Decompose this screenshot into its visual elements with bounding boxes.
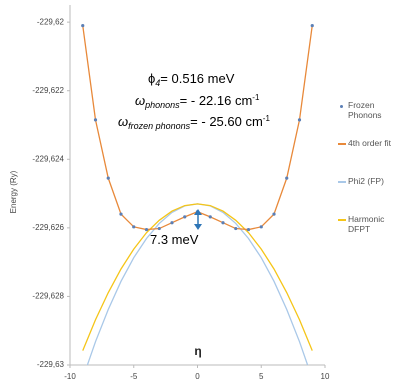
data-point (144, 227, 149, 232)
data-point (272, 212, 276, 216)
x-tick-label: 5 (259, 372, 264, 381)
y-tick-label: -229,628 (32, 292, 64, 301)
legend-label: Phi2 (FP) (348, 176, 384, 186)
legend-swatch (340, 105, 343, 108)
legend-label: 4th order fit (348, 138, 391, 148)
annotation: 7.3 meV (150, 232, 199, 247)
y-tick-label: -229,624 (32, 154, 64, 163)
legend-label: Frozen Phonons (348, 100, 382, 120)
y-tick-label: -229,626 (32, 223, 64, 232)
legend: Frozen Phonons 4th order fit Phi2 (FP) Harm… (338, 100, 398, 252)
data-line (82, 203, 313, 351)
annotation: ϕ4= 0.516 meV (148, 71, 235, 88)
data-point (81, 23, 85, 28)
legend-entry: Frozen Phonons (340, 100, 398, 138)
x-axis-label: η (194, 344, 201, 358)
data-point (285, 176, 289, 180)
legend-entry: Harmonic DFPT (338, 214, 398, 252)
legend-swatch (338, 219, 346, 221)
data-point (221, 221, 225, 225)
y-tick-label: -229,622 (32, 86, 64, 95)
data-point (93, 118, 98, 122)
legend-label: Harmonic DFPT (348, 214, 385, 234)
y-tick-label: -229,62 (37, 17, 65, 26)
annotation-text: = - 22.16 cm (180, 93, 253, 108)
data-point (119, 212, 123, 216)
annotation-text: 7.3 meV (150, 232, 199, 247)
data-point (183, 215, 187, 219)
x-tick-label: 0 (195, 372, 200, 381)
legend-entry: Phi2 (FP) (338, 176, 398, 214)
x-tick-label: -10 (64, 372, 76, 381)
data-point (170, 221, 174, 225)
superscript: -1 (252, 93, 260, 102)
x-tick-label: 10 (321, 372, 330, 381)
legend-swatch (338, 143, 346, 145)
subscript: phonons (144, 100, 180, 110)
data-point (234, 226, 238, 231)
annotation-text: = - 25.60 cm (190, 114, 263, 129)
annotation: ωfrozen phonons= - 25.60 cm-1 (118, 114, 270, 131)
subscript: 4 (155, 78, 160, 88)
annotation-text: ω (118, 114, 128, 129)
annotation-text: ϕ (148, 71, 155, 86)
y-axis-label: Energy (Ry) (9, 170, 18, 213)
annotation: ωphonons= - 22.16 cm-1 (135, 93, 260, 110)
x-tick-label: -5 (130, 372, 138, 381)
legend-entry: 4th order fit (338, 138, 398, 176)
annotation-text: = 0.516 meV (160, 71, 234, 86)
data-point (259, 225, 263, 229)
data-point (106, 176, 110, 180)
data-point (246, 227, 251, 232)
arrow-head (194, 209, 202, 230)
data-point (208, 215, 212, 219)
data-point (310, 23, 314, 28)
annotation-text: ω (135, 93, 145, 108)
superscript: -1 (263, 114, 271, 123)
y-tick-label: -229,63 (37, 360, 65, 369)
legend-swatch (338, 181, 346, 183)
data-point (132, 225, 136, 229)
data-point (157, 226, 161, 231)
subscript: frozen phonons (128, 121, 191, 131)
data-point (297, 118, 302, 122)
